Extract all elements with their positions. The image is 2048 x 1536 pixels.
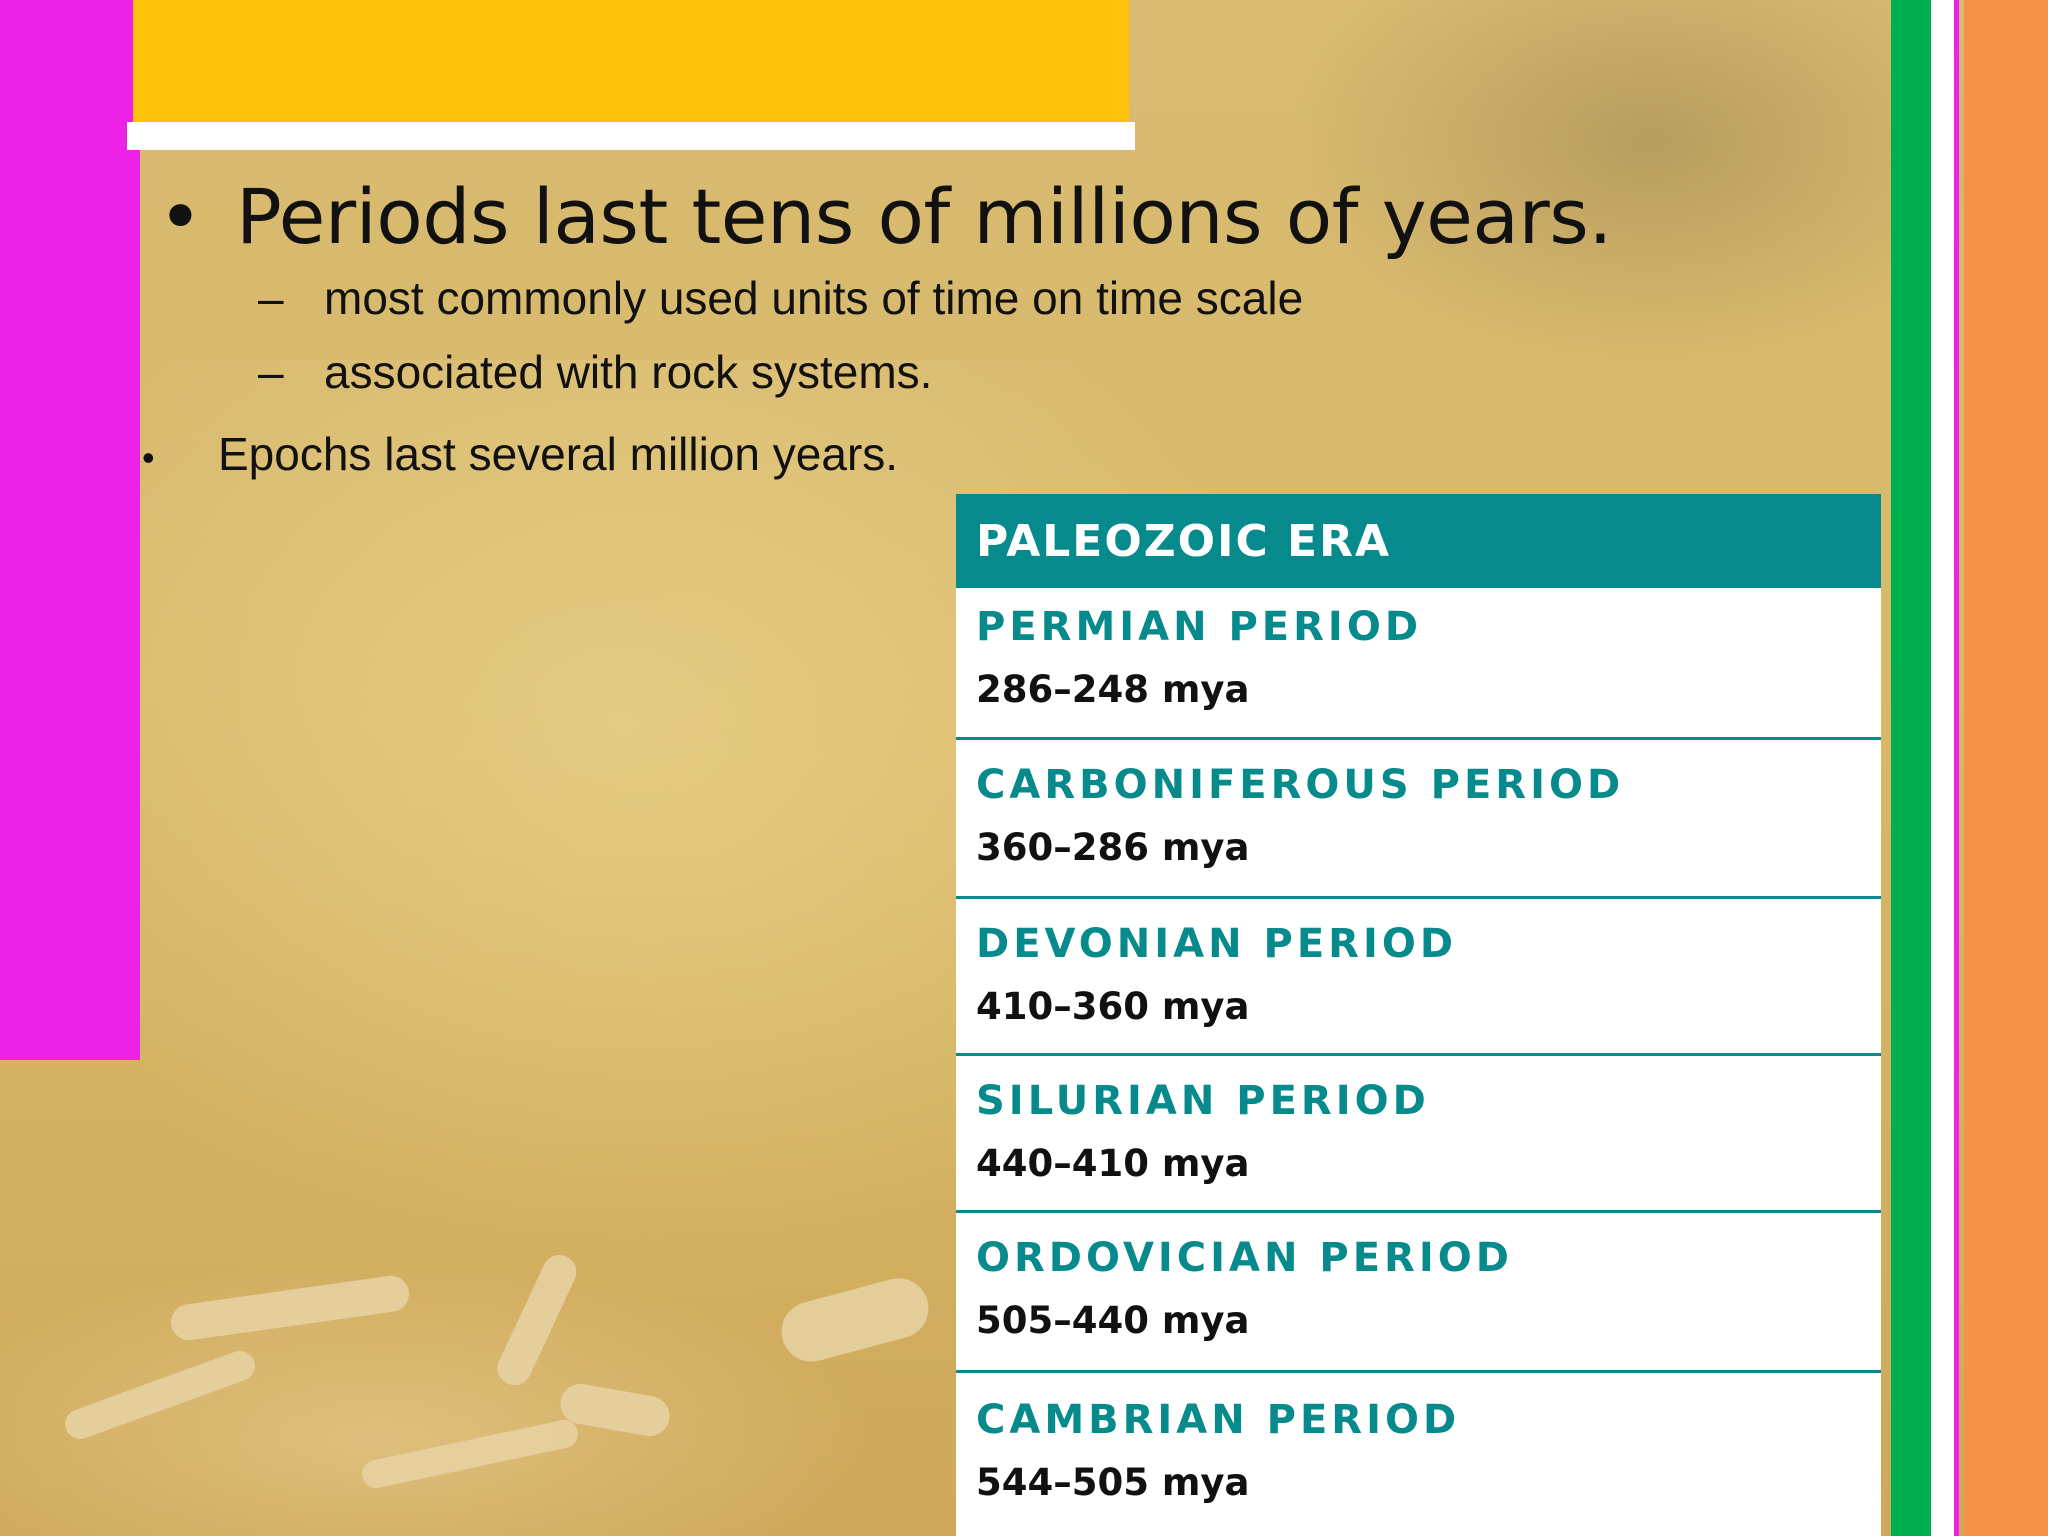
period-name: SILURIAN PERIOD (976, 1078, 1430, 1124)
fossil-bone-decoration (168, 1273, 412, 1343)
period-name: DEVONIAN PERIOD (976, 921, 1458, 967)
era-table-header: PALEOZOIC ERA (956, 494, 1881, 588)
sub-bullet-text: most commonly used units of time on time… (324, 272, 1304, 324)
gold-title-bar (133, 0, 1129, 122)
fossil-bone-decoration (359, 1417, 581, 1491)
period-row-permian: PERMIAN PERIOD 286–248 mya (956, 588, 1881, 740)
period-range: 544–505 mya (976, 1461, 1250, 1504)
period-name: CARBONIFEROUS PERIOD (976, 762, 1625, 808)
period-row-cambrian: CAMBRIAN PERIOD 544–505 mya (956, 1373, 1881, 1536)
period-range: 440–410 mya (976, 1142, 1250, 1185)
title-underline (127, 122, 1135, 150)
paleozoic-era-table: PALEOZOIC ERA PERMIAN PERIOD 286–248 mya… (956, 494, 1881, 1536)
era-title: PALEOZOIC ERA (976, 515, 1392, 567)
sub-bullet-dash: – (258, 346, 284, 398)
period-name: CAMBRIAN PERIOD (976, 1397, 1461, 1443)
sub-bullet-2: – associated with rock systems. (258, 345, 932, 399)
period-range: 410–360 mya (976, 985, 1250, 1028)
period-name: ORDOVICIAN PERIOD (976, 1235, 1513, 1281)
bullet-dot: • (142, 437, 155, 478)
period-row-silurian: SILURIAN PERIOD 440–410 mya (956, 1056, 1881, 1213)
sub-bullet-1: – most commonly used units of time on tim… (258, 271, 1303, 325)
fossil-bone-decoration (774, 1271, 936, 1369)
epoch-bullet-text: Epochs last several million years. (218, 428, 899, 480)
fossil-bone-decoration (60, 1346, 260, 1444)
period-range: 360–286 mya (976, 826, 1250, 869)
main-bullet: • Periods last tens of millions of years. (158, 172, 1613, 261)
bullet-dot: • (158, 172, 203, 261)
orange-side-stripe (1964, 0, 2048, 1536)
period-row-devonian: DEVONIAN PERIOD 410–360 mya (956, 899, 1881, 1056)
green-side-stripe (1891, 0, 1931, 1536)
white-side-stripe (1931, 0, 1959, 1536)
fossil-bone-decoration (492, 1249, 582, 1391)
magenta-side-bar (0, 0, 140, 1060)
main-bullet-text: Periods last tens of millions of years. (236, 172, 1613, 261)
period-range: 505–440 mya (976, 1299, 1250, 1342)
period-name: PERMIAN PERIOD (976, 604, 1423, 650)
period-row-ordovician: ORDOVICIAN PERIOD 505–440 mya (956, 1213, 1881, 1373)
sub-bullet-dash: – (258, 272, 284, 324)
period-range: 286–248 mya (976, 668, 1250, 711)
sub-bullet-text: associated with rock systems. (324, 346, 933, 398)
epoch-bullet: • Epochs last several million years. (142, 427, 898, 481)
period-row-carboniferous: CARBONIFEROUS PERIOD 360–286 mya (956, 740, 1881, 899)
